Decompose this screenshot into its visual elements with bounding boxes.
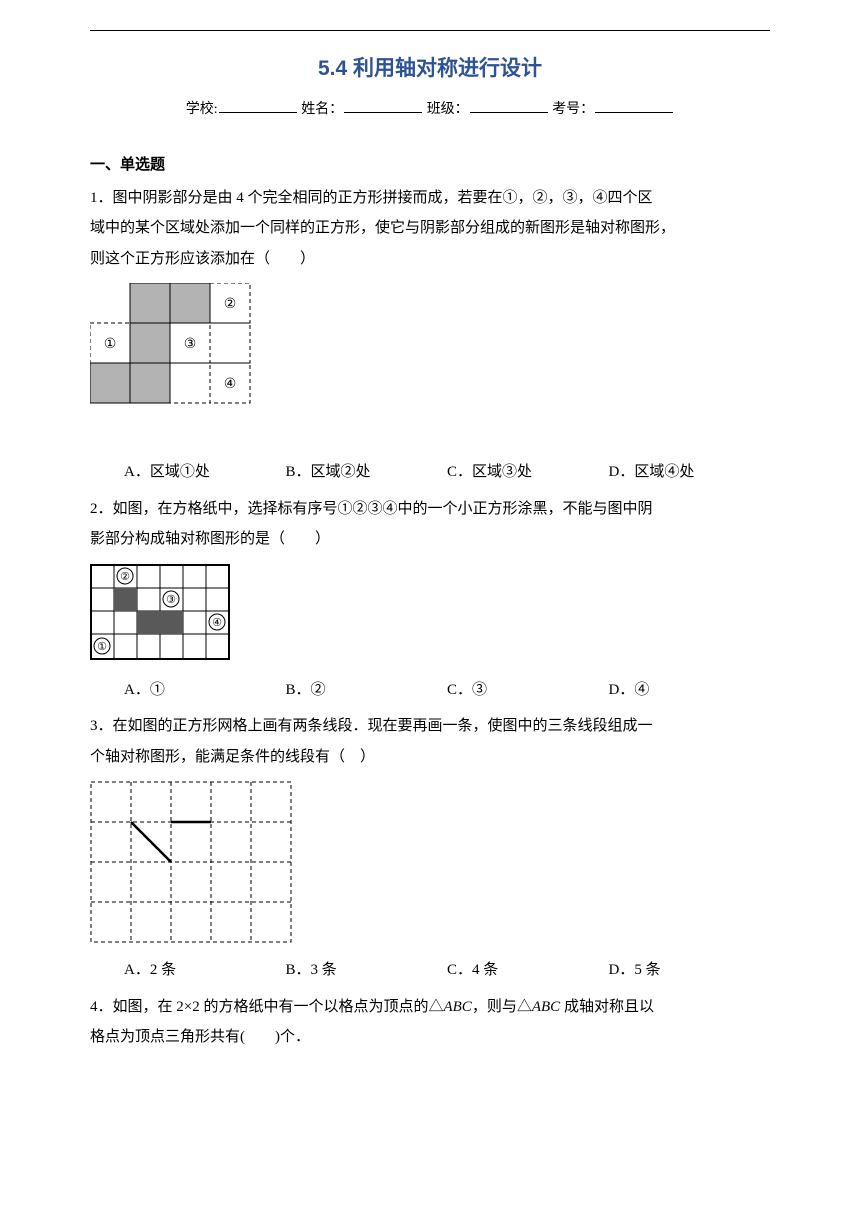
q3-figure xyxy=(90,781,770,946)
q2-optC[interactable]: C．③ xyxy=(447,676,609,705)
svg-text:①: ① xyxy=(97,641,107,653)
q1-line1: 图中阴影部分是由 4 个完全相同的正方形拼接而成，若要在①，②，③，④四个区 xyxy=(113,190,653,206)
q2-optA[interactable]: A．① xyxy=(124,676,286,705)
q4-line1a: 如图，在 2×2 的方格纸中有一个以格点为顶点的△ xyxy=(113,999,444,1015)
q3-line2: 个轴对称图形，能满足条件的线段有（ ） xyxy=(90,743,770,772)
svg-text:②: ② xyxy=(120,571,130,583)
q1-optA[interactable]: A．区域①处 xyxy=(124,458,286,487)
top-rule xyxy=(90,30,770,31)
q4-line1e: 成轴对称且以 xyxy=(560,999,654,1015)
q1-optD[interactable]: D．区域④处 xyxy=(609,458,771,487)
q3-optA[interactable]: A．2 条 xyxy=(124,956,286,985)
svg-text:③: ③ xyxy=(166,594,176,606)
q1-line3: 则这个正方形应该添加在（ ） xyxy=(90,245,770,274)
q2-num: 2． xyxy=(90,501,113,517)
q1-optB[interactable]: B．区域②处 xyxy=(286,458,448,487)
school-label: 学校: xyxy=(186,102,218,117)
meta-line: 学校: 姓名： 班级： 考号： xyxy=(90,97,770,124)
name-label: 姓名： xyxy=(301,102,343,117)
q4-abc2: ABC xyxy=(532,999,560,1015)
q4-line2: 格点为顶点三角形共有( )个． xyxy=(90,1023,770,1052)
q2-options: A．① B．② C．③ D．④ xyxy=(124,676,770,705)
q3-optD[interactable]: D．5 条 xyxy=(609,956,771,985)
school-blank[interactable] xyxy=(219,97,297,113)
svg-text:③: ③ xyxy=(184,337,197,352)
q1-options: A．区域①处 B．区域②处 C．区域③处 D．区域④处 xyxy=(124,458,770,487)
q4-text: 4．如图，在 2×2 的方格纸中有一个以格点为顶点的△ABC，则与△ABC 成轴… xyxy=(90,993,770,1022)
class-blank[interactable] xyxy=(470,97,548,113)
q3-line1: 在如图的正方形网格上画有两条线段．现在要再画一条，使图中的三条线段组成一 xyxy=(113,718,653,734)
q2-line1: 如图，在方格纸中，选择标有序号①②③④中的一个小正方形涂黑，不能与图中阴 xyxy=(113,501,653,517)
q3-options: A．2 条 B．3 条 C．4 条 D．5 条 xyxy=(124,956,770,985)
name-blank[interactable] xyxy=(344,97,422,113)
q1-optC[interactable]: C．区域③处 xyxy=(447,458,609,487)
q3-num: 3． xyxy=(90,718,113,734)
q2-text: 2．如图，在方格纸中，选择标有序号①②③④中的一个小正方形涂黑，不能与图中阴 xyxy=(90,495,770,524)
q3-optC[interactable]: C．4 条 xyxy=(447,956,609,985)
class-label: 班级： xyxy=(427,102,469,117)
page-title: 5.4 利用轴对称进行设计 xyxy=(90,49,770,89)
q2-line2: 影部分构成轴对称图形的是（ ） xyxy=(90,525,770,554)
q2-figure: ② ③ ④ ① xyxy=(90,564,770,666)
q2-optD[interactable]: D．④ xyxy=(609,676,771,705)
id-label: 考号： xyxy=(552,102,594,117)
q3-text: 3．在如图的正方形网格上画有两条线段．现在要再画一条，使图中的三条线段组成一 xyxy=(90,712,770,741)
id-blank[interactable] xyxy=(595,97,673,113)
q4-num: 4． xyxy=(90,999,113,1015)
q4-line1c: ，则与△ xyxy=(472,999,532,1015)
q1-num: 1． xyxy=(90,190,113,206)
q1-line2: 域中的某个区域处添加一个同样的正方形，使它与阴影部分组成的新图形是轴对称图形， xyxy=(90,214,770,243)
q1-text: 1．图中阴影部分是由 4 个完全相同的正方形拼接而成，若要在①，②，③，④四个区 xyxy=(90,184,770,213)
section-heading-1: 一、单选题 xyxy=(90,151,770,180)
svg-text:①: ① xyxy=(104,337,117,352)
q3-optB[interactable]: B．3 条 xyxy=(286,956,448,985)
q2-optB[interactable]: B．② xyxy=(286,676,448,705)
svg-text:④: ④ xyxy=(224,377,237,392)
svg-text:④: ④ xyxy=(212,617,222,629)
q4-abc1: ABC xyxy=(443,999,471,1015)
q1-figure: ① ② ③ ④ xyxy=(90,283,770,448)
svg-text:②: ② xyxy=(224,297,237,312)
